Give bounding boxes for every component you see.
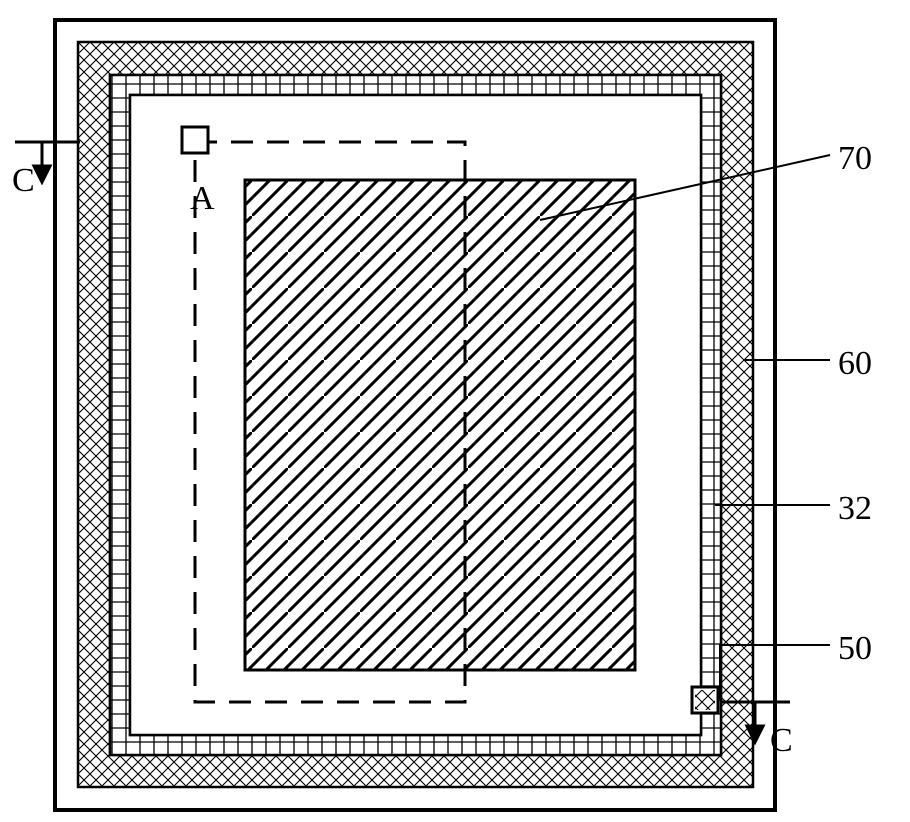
diagram-svg: [0, 0, 910, 822]
label-60: 60: [838, 345, 872, 383]
label-70: 70: [838, 140, 872, 178]
label-32: 32: [838, 490, 872, 528]
label-A: A: [190, 180, 215, 218]
label-50: 50: [838, 630, 872, 668]
diagram-canvas: 70 60 32 50 A C C: [0, 0, 910, 822]
label-C-top: C: [12, 162, 35, 200]
label-C-bottom: C: [770, 722, 793, 760]
